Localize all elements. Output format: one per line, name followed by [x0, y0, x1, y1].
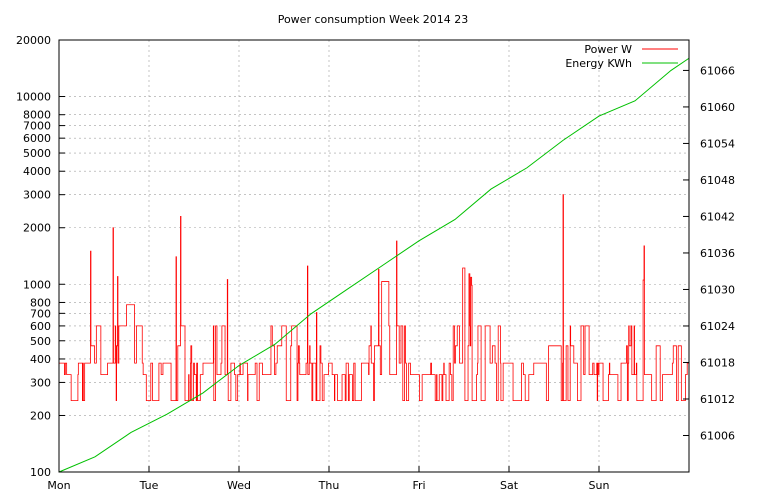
y-tick-label: 600 [30, 320, 51, 333]
x-tick-label: Fri [412, 479, 425, 492]
y-tick-label: 1000 [23, 278, 51, 291]
y2-tick-label: 61066 [700, 64, 735, 77]
y2-tick-label: 61030 [700, 283, 735, 296]
x-tick-label: Tue [139, 479, 159, 492]
y-tick-label: 20000 [16, 34, 51, 47]
y2-tick-label: 61036 [700, 247, 735, 260]
y2-tick-label: 61006 [700, 429, 735, 442]
series-energy [58, 57, 690, 473]
y-tick-label: 10000 [16, 91, 51, 104]
y2-axis: 61006 61012 61018 61024 61030 61036 61042 61048… [683, 64, 735, 442]
y-tick-label: 3000 [23, 189, 51, 202]
y-tick-label: 300 [30, 376, 51, 389]
y-tick-label: 100 [30, 466, 51, 479]
y-tick-label: 500 [30, 335, 51, 348]
x-tick-label: Thu [318, 479, 340, 492]
y-tick-label: 700 [30, 307, 51, 320]
legend-label-energy: Energy KWh [565, 57, 632, 70]
y-tick-label: 8000 [23, 109, 51, 122]
chart-title: Power consumption Week 2014 23 [278, 13, 469, 26]
y-tick-label: 4000 [23, 165, 51, 178]
x-tick-label: Wed [227, 479, 251, 492]
legend-label-power: Power W [584, 43, 632, 56]
y-tick-label: 7000 [23, 120, 51, 133]
y-tick-label: 200 [30, 409, 51, 422]
power-line [59, 194, 689, 402]
y2-tick-label: 61012 [700, 393, 735, 406]
y2-tick-label: 61054 [700, 137, 735, 150]
y2-tick-label: 61048 [700, 174, 735, 187]
x-tick-label: Mon [47, 479, 70, 492]
legend: Power W Energy KWh [565, 43, 678, 70]
y-tick-label: 800 [30, 296, 51, 309]
y2-tick-label: 61060 [700, 101, 735, 114]
x-tick-label: Sun [589, 479, 610, 492]
x-axis: Mon Tue Wed Thu Fri Sat Sun [47, 466, 690, 492]
energy-line [58, 57, 690, 473]
y2-tick-label: 61042 [700, 210, 735, 223]
series-power [59, 194, 689, 402]
y-tick-label: 2000 [23, 222, 51, 235]
y-tick-label: 400 [30, 353, 51, 366]
y2-tick-label: 61018 [700, 356, 735, 369]
y2-tick-label: 61024 [700, 320, 735, 333]
y-tick-label: 5000 [23, 147, 51, 160]
y-tick-label: 6000 [23, 132, 51, 145]
x-tick-label: Sat [500, 479, 519, 492]
plot-frame [58, 39, 690, 473]
